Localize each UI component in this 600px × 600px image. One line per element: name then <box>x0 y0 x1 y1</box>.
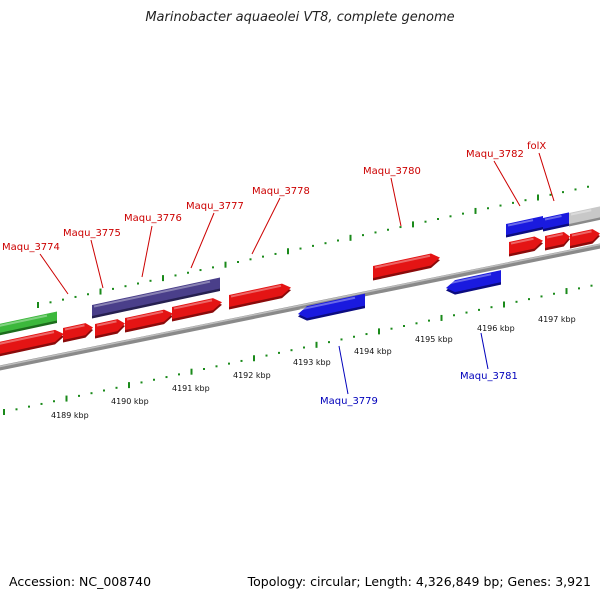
gene-feature-left-2-body <box>63 323 93 340</box>
gene-feature-folX-lower <box>570 229 600 249</box>
gene-feature-folX-lower-sheen <box>571 230 592 237</box>
backbone-highlight <box>0 243 600 368</box>
leader-line <box>39 253 69 295</box>
gene-feature-left-2-sheen <box>64 324 85 331</box>
gene-feature-left-2 <box>63 323 93 343</box>
accession-label: Accession: NC_008740 <box>9 574 152 589</box>
scale-label: 4192 kbp <box>233 371 271 380</box>
gene-feature-3776 <box>125 309 173 333</box>
leader-line <box>141 225 153 278</box>
gene-feature-folX-lower-body <box>570 229 600 246</box>
gene-feature-3777 <box>172 298 222 322</box>
gene-feature-folX-outer <box>543 212 569 232</box>
leader-line <box>480 332 489 370</box>
leader-line <box>190 212 215 269</box>
gene-label-maqu_3782: Maqu_3782 <box>466 149 524 160</box>
gene-feature-3780-sheen <box>374 254 431 269</box>
gene-feature-3782a-body <box>509 236 543 254</box>
leader-line <box>90 239 104 289</box>
backbone-line <box>0 243 600 371</box>
leader-line <box>390 177 402 227</box>
scale-label: 4191 kbp <box>172 384 210 393</box>
gene-label-maqu_3781: Maqu_3781 <box>460 371 518 382</box>
leader-line <box>251 197 281 255</box>
label-leaders <box>39 152 555 395</box>
gene-feature-3782-outer-sheen <box>507 219 534 227</box>
leader-line <box>338 345 349 395</box>
gene-feature-3782-outer <box>506 216 543 238</box>
gene-feature-3778-sheen <box>230 284 282 298</box>
gene-feature-3782-outer-body <box>506 216 543 235</box>
gene-feature-3782b-sheen <box>546 233 563 239</box>
gene-feature-3781-sheen <box>447 273 492 285</box>
gene-feature-grey-sheen <box>570 209 592 216</box>
gene-feature-3777-sheen <box>173 299 213 310</box>
gene-feature-3779-sheen <box>299 296 356 311</box>
gene-feature-3782b-body <box>545 231 570 248</box>
gene-label-maqu_3779: Maqu_3779 <box>320 396 378 407</box>
gene-feature-3776-sheen <box>126 310 164 321</box>
map-title: Marinobacter aquaeolei VT8, complete gen… <box>145 10 455 25</box>
gene-feature-grey-body <box>569 206 600 224</box>
scale-label: 4196 kbp <box>477 324 515 333</box>
genome-summary: Topology: circular; Length: 4,326,849 bp… <box>247 574 591 589</box>
scale-label: 4194 kbp <box>354 347 392 356</box>
gene-feature-3781 <box>446 270 501 295</box>
gene-feature-3779 <box>298 293 365 321</box>
gene-label-maqu_3775: Maqu_3775 <box>63 228 121 239</box>
gene-label-maqu_3778: Maqu_3778 <box>252 186 310 197</box>
gene-features <box>0 206 600 357</box>
gene-label-maqu_3777: Maqu_3777 <box>186 201 244 212</box>
gene-feature-3778 <box>229 283 291 310</box>
leader-line <box>538 152 555 202</box>
gene-feature-3778-body <box>229 283 291 307</box>
scale-label: 4197 kbp <box>538 315 576 324</box>
scale-labels: 4189 kbp 4190 kbp 4191 kbp 4192 kbp 4193 kbp… <box>51 315 576 420</box>
gene-feature-3781-body <box>446 270 501 293</box>
scale-label: 4190 kbp <box>111 397 149 406</box>
rrna-feature-body <box>0 311 57 333</box>
gene-feature-3782a-sheen <box>510 237 534 245</box>
pseudo-feature-body <box>92 277 220 316</box>
gene-feature-3775-body <box>95 319 125 336</box>
gene-feature-3782a <box>509 236 543 257</box>
gene-feature-3782b <box>545 231 570 251</box>
gene-feature-left-1 <box>0 329 64 357</box>
gene-feature-folX-outer-body <box>543 212 569 229</box>
gene-feature-3779-body <box>298 293 365 319</box>
gene-feature-3777-body <box>172 298 222 319</box>
genome-backbone <box>0 243 600 371</box>
gene-feature-3780-body <box>373 253 440 278</box>
scale-label: 4195 kbp <box>415 335 453 344</box>
pseudo-feature <box>92 277 220 319</box>
tick-marks <box>3 185 593 415</box>
gene-feature-3775 <box>95 319 125 339</box>
gene-label-folx: folX <box>527 141 546 152</box>
gene-label-maqu_3774: Maqu_3774 <box>2 242 60 253</box>
gene-feature-3776-body <box>125 309 173 330</box>
leader-line <box>493 160 521 207</box>
gene-feature-folX-outer-sheen <box>544 215 562 221</box>
scale-label: 4189 kbp <box>51 411 89 420</box>
gene-feature-left-1-sheen <box>0 331 55 345</box>
gene-feature-3775-sheen <box>96 320 117 327</box>
rrna-feature <box>0 311 57 336</box>
pseudo-feature-sheen <box>93 280 211 308</box>
gene-label-maqu_3780: Maqu_3780 <box>363 166 421 177</box>
gene-label-maqu_3776: Maqu_3776 <box>124 213 182 224</box>
rrna-feature-sheen <box>0 314 48 327</box>
gene-feature-3780 <box>373 253 440 281</box>
scale-label: 4193 kbp <box>293 358 331 367</box>
gene-feature-left-1-body <box>0 329 64 354</box>
gene-feature-grey <box>569 206 600 227</box>
